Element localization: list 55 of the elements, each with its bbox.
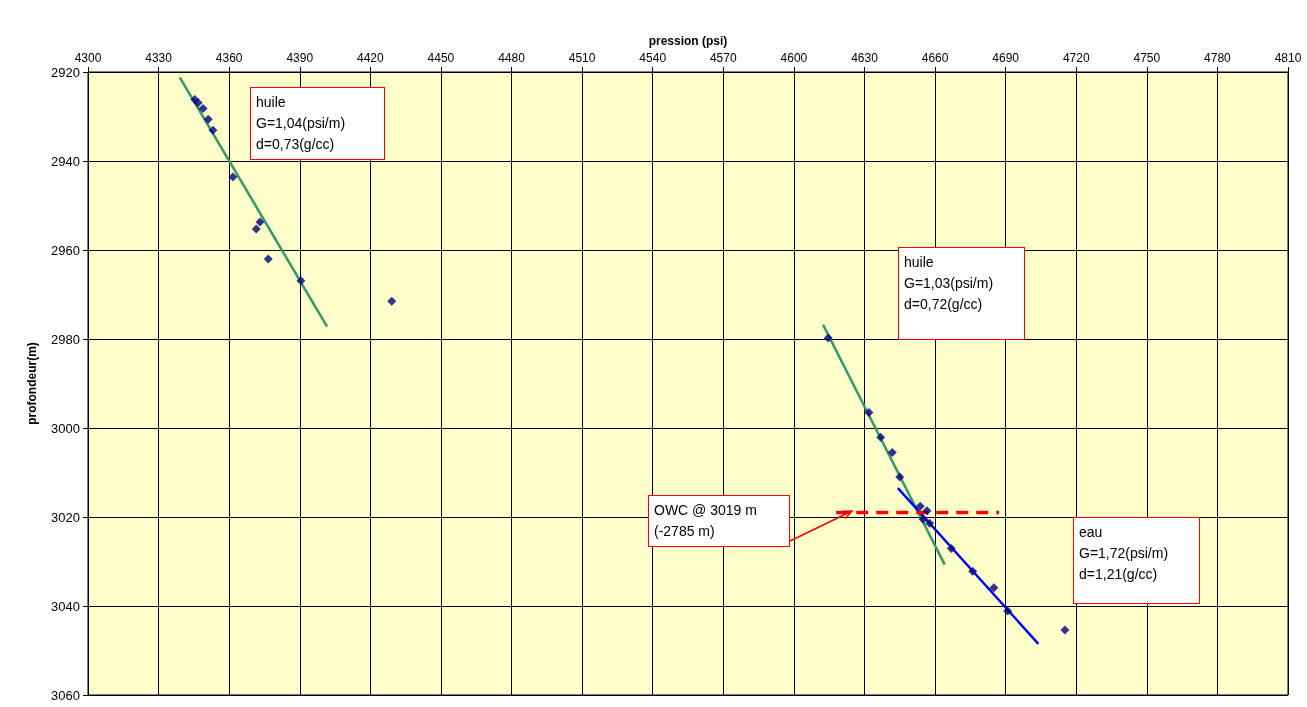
point [296,276,306,286]
x-tick-label: 4390 [286,51,314,65]
x-tick-label: 4450 [427,51,455,65]
x-tick-label: 4570 [709,51,737,65]
y-tick-label: 2980 [51,331,80,347]
y-tick-label: 3040 [51,598,80,614]
x-tick-label: 4330 [145,51,173,65]
point [263,254,273,264]
point [918,514,928,524]
point [915,501,925,511]
point [989,583,999,593]
note-box: huile G=1,04(psi/m) d=0,73(g/cc) [250,87,385,160]
x-tick-label: 4690 [992,51,1020,65]
note-box: huile G=1,03(psi/m) d=0,72(g/cc) [898,247,1025,340]
point [251,224,261,234]
x-tick-label: 4360 [215,51,243,65]
x-tick-label: 4750 [1133,51,1161,65]
x-axis-title: pression (psi) [648,34,728,49]
y-tick-label: 3000 [51,420,80,436]
point [228,172,238,182]
point [1003,606,1013,616]
x-tick-label: 4420 [357,51,385,65]
x-tick-label: 4540 [639,51,667,65]
y-axis-title: profondeur(m) [25,342,39,425]
y-tick-label: 3020 [51,509,80,525]
point [1060,625,1070,635]
point [895,472,905,482]
x-tick-label: 4300 [74,51,102,65]
note-box: OWC @ 3019 m (-2785 m) [648,495,790,547]
point [198,103,208,113]
x-tick-label: 4600 [780,51,808,65]
x-tick-label: 4780 [1204,51,1232,65]
x-tick-label: 4510 [568,51,596,65]
x-tick-label: 4480 [498,51,526,65]
point [255,217,265,227]
note-box: eau G=1,72(psi/m) d=1,21(g/cc) [1073,517,1200,604]
y-tick-label: 2960 [51,242,80,258]
point [922,506,932,516]
point [946,544,956,554]
x-tick-label: 4660 [921,51,949,65]
point [887,447,897,457]
x-tick-label: 4810 [1274,51,1302,65]
x-tick-label: 4630 [851,51,879,65]
point [203,114,213,124]
y-tick-label: 2920 [51,64,80,80]
x-tick-label: 4720 [1062,51,1090,65]
point [925,518,935,528]
point [968,566,978,576]
point [823,333,833,343]
point [387,296,397,306]
y-tick-label: 3060 [51,687,80,703]
point [208,125,218,135]
point [876,432,886,442]
y-tick-label: 2940 [51,153,80,169]
point [864,407,874,417]
